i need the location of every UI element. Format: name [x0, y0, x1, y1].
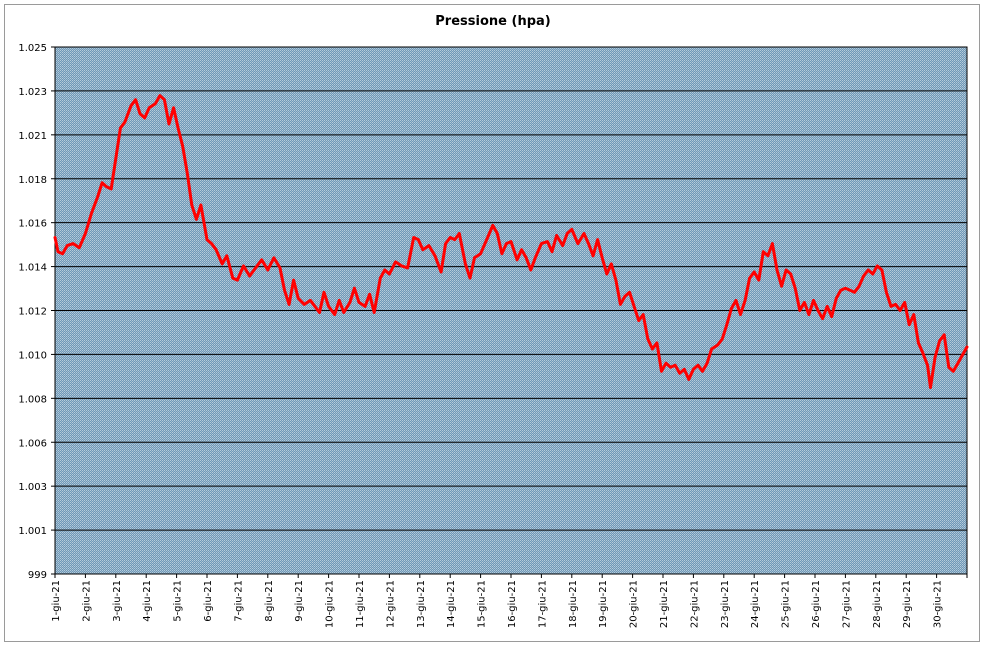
y-tick-label: 1.023	[18, 87, 47, 98]
y-tick-label: 1.021	[18, 131, 47, 142]
x-tick-label: 12-giu-21	[385, 580, 396, 628]
x-tick-label: 7-giu-21	[233, 580, 244, 622]
y-tick-label: 1.018	[18, 175, 47, 186]
series-line	[53, 94, 969, 389]
y-tick-label: 1.006	[18, 438, 47, 449]
x-tick-label: 16-giu-21	[507, 580, 518, 628]
x-tick-label: 9-giu-21	[294, 580, 305, 622]
x-tick-label: 15-giu-21	[477, 580, 488, 628]
y-tick-label: 1.008	[18, 394, 47, 405]
x-tick-label: 18-giu-21	[568, 580, 579, 628]
y-tick-label: 1.003	[18, 482, 47, 493]
x-tick-label: 10-giu-21	[325, 580, 336, 628]
x-tick-label: 5-giu-21	[173, 580, 184, 622]
x-tick-label: 1-giu-21	[51, 580, 62, 622]
x-tick-label: 28-giu-21	[872, 580, 883, 628]
x-tick-label: 14-giu-21	[446, 580, 457, 628]
x-tick-label: 25-giu-21	[781, 580, 792, 628]
y-tick-label: 1.014	[18, 263, 47, 274]
x-tick-label: 22-giu-21	[689, 580, 700, 628]
x-tick-label: 13-giu-21	[416, 580, 427, 628]
y-tick-label: 1.016	[18, 219, 47, 230]
x-tick-label: 27-giu-21	[841, 580, 852, 628]
y-tick-label: 1.010	[18, 350, 47, 361]
x-tick-label: 8-giu-21	[264, 580, 275, 622]
x-tick-label: 29-giu-21	[902, 580, 913, 628]
x-tick-label: 3-giu-21	[112, 580, 123, 622]
x-tick-label: 19-giu-21	[598, 580, 609, 628]
y-tick-label: 1.025	[18, 43, 47, 54]
x-tick-label: 26-giu-21	[811, 580, 822, 628]
x-tick-label: 21-giu-21	[659, 580, 670, 628]
series-layer	[53, 94, 969, 389]
x-tick-label: 23-giu-21	[720, 580, 731, 628]
x-axis-ticks: 1-giu-21 2-giu-21 3-giu-21 4-giu-21 5-giu-21…	[51, 574, 968, 628]
y-tick-label: 1.012	[18, 307, 47, 318]
x-tick-label: 17-giu-21	[537, 580, 548, 628]
x-tick-label: 6-giu-21	[203, 580, 214, 622]
x-tick-label: 4-giu-21	[142, 580, 153, 622]
x-tick-label: 24-giu-21	[750, 580, 761, 628]
x-tick-label: 30-giu-21	[933, 580, 944, 628]
chart-title: Pressione (hpa)	[435, 14, 551, 29]
x-tick-label: 11-giu-21	[355, 580, 366, 628]
x-tick-label: 20-giu-21	[629, 580, 640, 628]
y-tick-label: 999	[28, 570, 47, 581]
x-tick-label: 2-giu-21	[81, 580, 92, 622]
y-axis-ticks: 999 1.001 1.003 1.006 1.008 1.010 1.012 1.014 1.…	[18, 43, 55, 581]
y-tick-label: 1.001	[18, 526, 47, 537]
